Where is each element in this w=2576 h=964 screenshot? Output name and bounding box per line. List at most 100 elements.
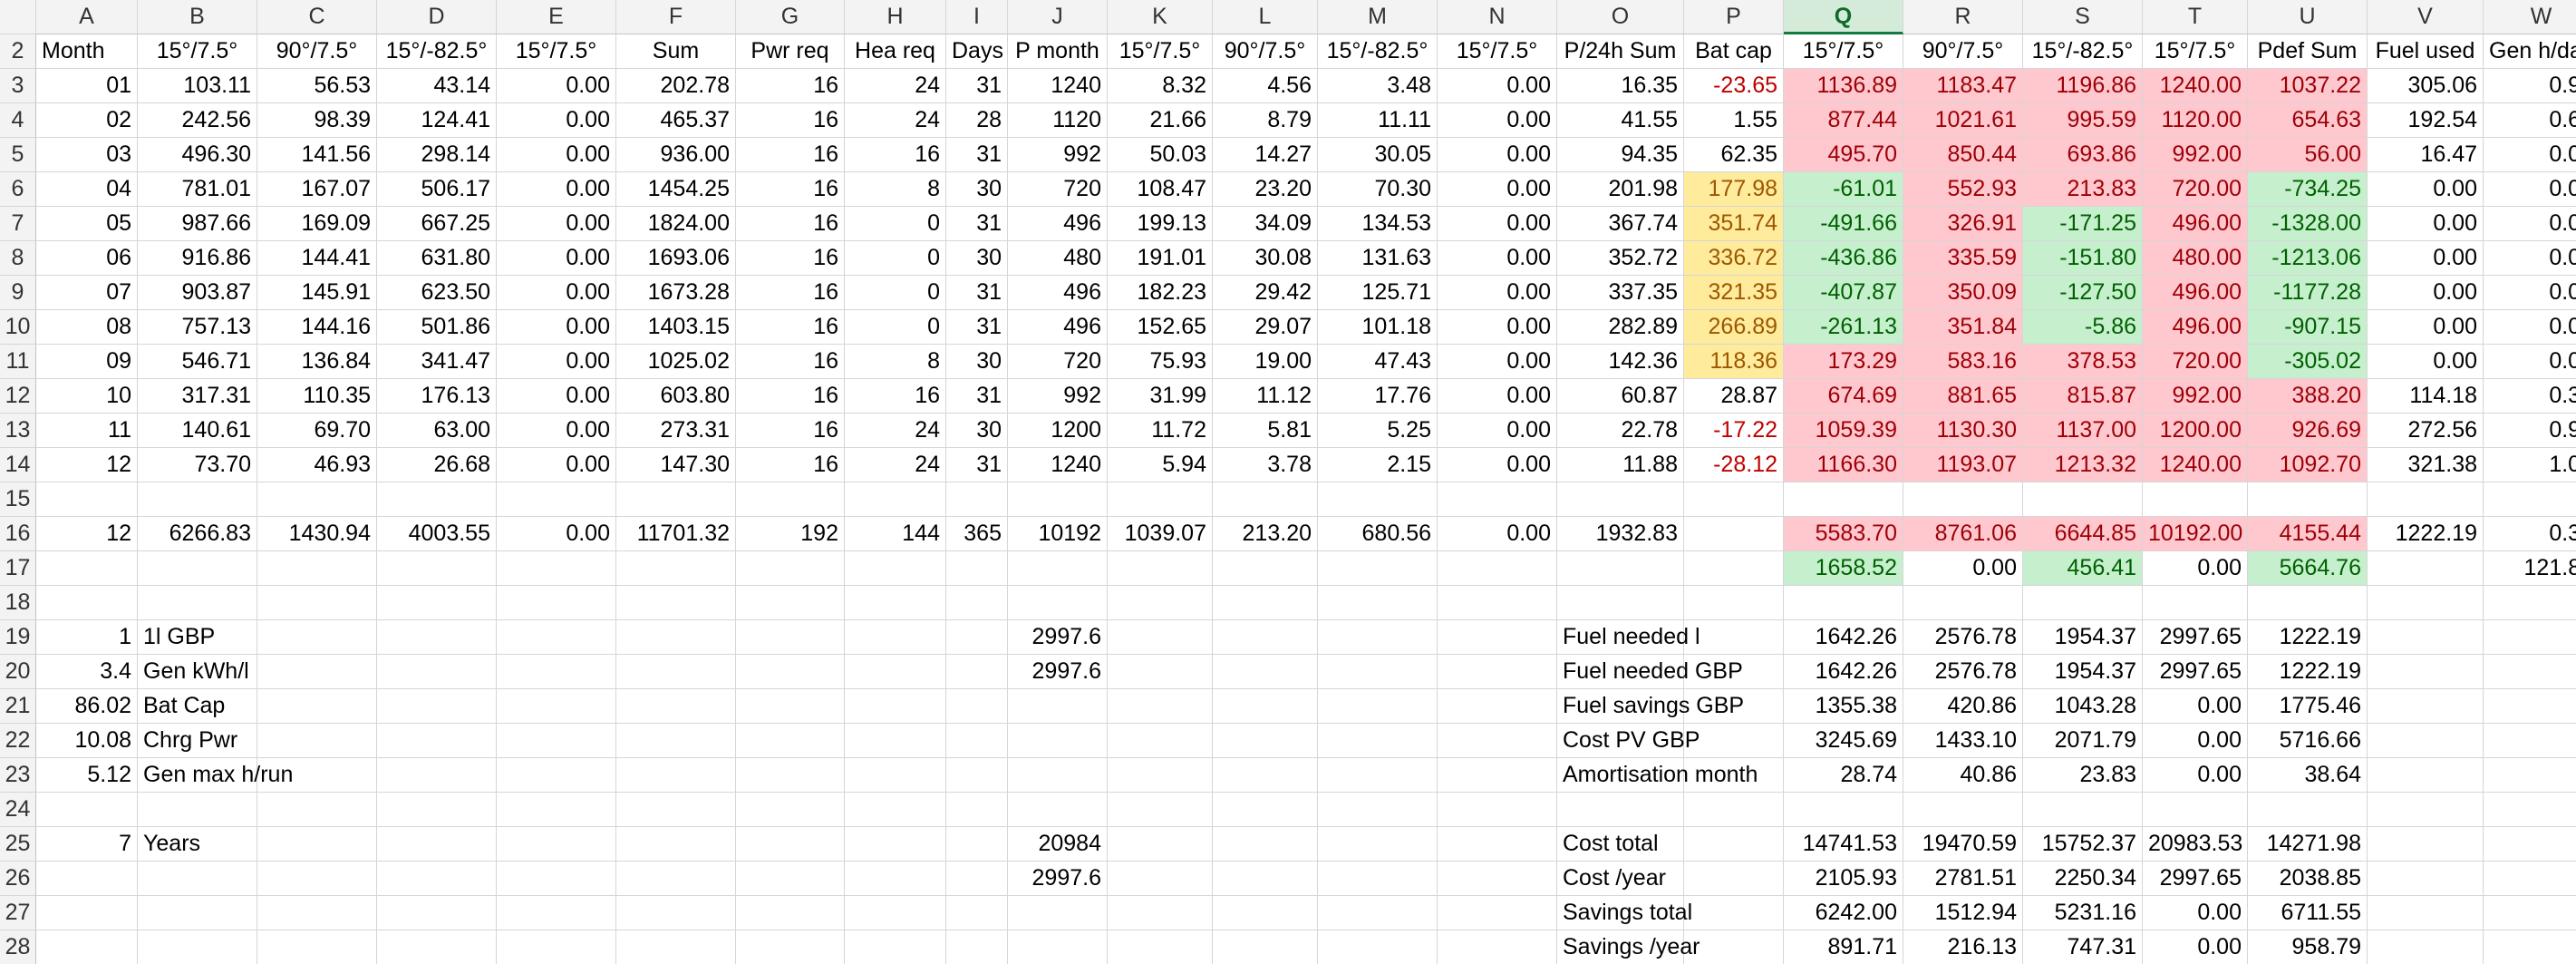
cell-j5[interactable]: 992 [1008, 138, 1108, 172]
cell-v13[interactable]: 272.56 [2368, 414, 2484, 448]
cell-l20[interactable] [1213, 655, 1318, 689]
cell-q15[interactable] [1784, 482, 1903, 517]
column-header-j[interactable]: J [1008, 0, 1108, 34]
cell-j27[interactable] [1008, 896, 1108, 930]
cell-n8[interactable]: 0.00 [1438, 241, 1557, 276]
cell-p17[interactable] [1684, 551, 1784, 586]
cell-b24[interactable] [138, 793, 257, 827]
cell-j18[interactable] [1008, 586, 1108, 620]
cell-e6[interactable]: 0.00 [497, 172, 616, 207]
cell-g27[interactable] [736, 896, 845, 930]
cell-d12[interactable]: 176.13 [377, 379, 497, 414]
cell-w4[interactable]: 0.68 [2484, 103, 2576, 138]
cell-g15[interactable] [736, 482, 845, 517]
cell-k5[interactable]: 50.03 [1108, 138, 1213, 172]
cell-i20[interactable] [946, 655, 1008, 689]
cell-b19[interactable]: 1l GBP [138, 620, 257, 655]
cell-q25[interactable]: 14741.53 [1784, 827, 1903, 862]
cell-f3[interactable]: 202.78 [616, 69, 736, 103]
cell-b16[interactable]: 6266.83 [138, 517, 257, 551]
cell-b10[interactable]: 757.13 [138, 310, 257, 345]
cell-f7[interactable]: 1824.00 [616, 207, 736, 241]
cell-d10[interactable]: 501.86 [377, 310, 497, 345]
cell-n7[interactable]: 0.00 [1438, 207, 1557, 241]
cell-f11[interactable]: 1025.02 [616, 345, 736, 379]
cell-r20[interactable]: 2576.78 [1903, 655, 2023, 689]
cell-j24[interactable] [1008, 793, 1108, 827]
cell-v9[interactable]: 0.00 [2368, 276, 2484, 310]
cell-p8[interactable]: 336.72 [1684, 241, 1784, 276]
cell-q12[interactable]: 674.69 [1784, 379, 1903, 414]
cell-t9[interactable]: 496.00 [2143, 276, 2248, 310]
cell-q26[interactable]: 2105.93 [1784, 862, 1903, 896]
cell-n18[interactable] [1438, 586, 1557, 620]
row-header-3[interactable]: 3 [0, 69, 36, 103]
cell-h4[interactable]: 24 [845, 103, 946, 138]
cell-s9[interactable]: -127.50 [2023, 276, 2143, 310]
cell-w24[interactable] [2484, 793, 2576, 827]
column-header-c[interactable]: C [257, 0, 377, 34]
cell-p20[interactable] [1684, 655, 1784, 689]
cell-n14[interactable]: 0.00 [1438, 448, 1557, 482]
cell-t28[interactable]: 0.00 [2143, 930, 2248, 964]
cell-p18[interactable] [1684, 586, 1784, 620]
cell-h16[interactable]: 144 [845, 517, 946, 551]
cell-l3[interactable]: 4.56 [1213, 69, 1318, 103]
cell-s6[interactable]: 213.83 [2023, 172, 2143, 207]
cell-b17[interactable] [138, 551, 257, 586]
cell-k21[interactable] [1108, 689, 1213, 724]
cell-s20[interactable]: 1954.37 [2023, 655, 2143, 689]
cell-m16[interactable]: 680.56 [1318, 517, 1438, 551]
cell-t5[interactable]: 992.00 [2143, 138, 2248, 172]
cell-t16[interactable]: 10192.00 [2143, 517, 2248, 551]
cell-e12[interactable]: 0.00 [497, 379, 616, 414]
cell-t11[interactable]: 720.00 [2143, 345, 2248, 379]
cell-p15[interactable] [1684, 482, 1784, 517]
cell-p7[interactable]: 351.74 [1684, 207, 1784, 241]
cell-n25[interactable] [1438, 827, 1557, 862]
cell-n5[interactable]: 0.00 [1438, 138, 1557, 172]
cell-d18[interactable] [377, 586, 497, 620]
cell-s3[interactable]: 1196.86 [2023, 69, 2143, 103]
cell-a24[interactable] [36, 793, 138, 827]
row-header-7[interactable]: 7 [0, 207, 36, 241]
cell-f4[interactable]: 465.37 [616, 103, 736, 138]
cell-l5[interactable]: 14.27 [1213, 138, 1318, 172]
cell-a21[interactable]: 86.02 [36, 689, 138, 724]
cell-q28[interactable]: 891.71 [1784, 930, 1903, 964]
cell-u2[interactable]: Pdef Sum [2248, 34, 2368, 69]
cell-l4[interactable]: 8.79 [1213, 103, 1318, 138]
cell-c20[interactable] [257, 655, 377, 689]
cell-w26[interactable] [2484, 862, 2576, 896]
column-header-l[interactable]: L [1213, 0, 1318, 34]
cell-t10[interactable]: 496.00 [2143, 310, 2248, 345]
cell-b7[interactable]: 987.66 [138, 207, 257, 241]
cell-g23[interactable] [736, 758, 845, 793]
cell-c9[interactable]: 145.91 [257, 276, 377, 310]
cell-v15[interactable] [2368, 482, 2484, 517]
cell-h27[interactable] [845, 896, 946, 930]
cell-h3[interactable]: 24 [845, 69, 946, 103]
row-header-12[interactable]: 12 [0, 379, 36, 414]
cell-b12[interactable]: 317.31 [138, 379, 257, 414]
cell-l6[interactable]: 23.20 [1213, 172, 1318, 207]
cell-p2[interactable]: Bat cap [1684, 34, 1784, 69]
cell-j3[interactable]: 1240 [1008, 69, 1108, 103]
cell-r21[interactable]: 420.86 [1903, 689, 2023, 724]
cell-c5[interactable]: 141.56 [257, 138, 377, 172]
cell-m11[interactable]: 47.43 [1318, 345, 1438, 379]
cell-v10[interactable]: 0.00 [2368, 310, 2484, 345]
cell-b9[interactable]: 903.87 [138, 276, 257, 310]
row-header-14[interactable]: 14 [0, 448, 36, 482]
cell-b23[interactable]: Gen max h/run [138, 758, 293, 793]
cell-m9[interactable]: 125.71 [1318, 276, 1438, 310]
cell-f19[interactable] [616, 620, 736, 655]
cell-h20[interactable] [845, 655, 946, 689]
cell-r3[interactable]: 1183.47 [1903, 69, 2023, 103]
cell-b11[interactable]: 546.71 [138, 345, 257, 379]
cell-f15[interactable] [616, 482, 736, 517]
row-header-16[interactable]: 16 [0, 517, 36, 551]
cell-a18[interactable] [36, 586, 138, 620]
cell-j10[interactable]: 496 [1008, 310, 1108, 345]
cell-l13[interactable]: 5.81 [1213, 414, 1318, 448]
